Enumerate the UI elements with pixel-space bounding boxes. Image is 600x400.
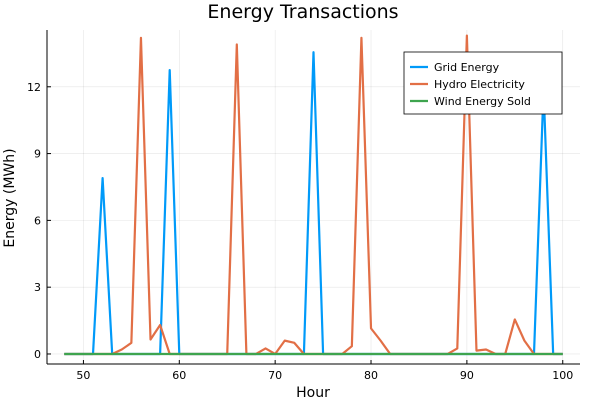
y-tick-label: 6 (34, 214, 41, 227)
chart-title: Energy Transactions (207, 1, 398, 23)
legend-item-grid-energy: Grid Energy (434, 61, 500, 74)
axes (46, 30, 580, 365)
legend: Grid Energy Hydro Electricity Wind Energy … (403, 51, 563, 115)
x-tick-label: 90 (460, 369, 474, 382)
y-tick-label: 0 (34, 348, 41, 361)
x-tick-label: 100 (552, 369, 573, 382)
x-axis-title: Hour (296, 385, 330, 400)
y-tick-label: 9 (34, 148, 41, 161)
y-tick-label: 12 (27, 81, 41, 94)
x-tick-label: 80 (364, 369, 378, 382)
x-tick-label: 60 (172, 369, 186, 382)
tick-labels: 50 60 70 80 90 100 0 3 6 9 12 (27, 81, 573, 382)
series-lines (64, 34, 563, 356)
x-tick-label: 50 (76, 369, 90, 382)
x-tick-label: 70 (268, 369, 282, 382)
legend-item-wind-energy-sold: Wind Energy Sold (434, 95, 531, 108)
legend-box (403, 51, 563, 115)
legend-item-hydro-electricity: Hydro Electricity (434, 78, 525, 91)
y-tick-label: 3 (34, 281, 41, 294)
y-axis-title: Energy (MWh) (2, 148, 18, 247)
